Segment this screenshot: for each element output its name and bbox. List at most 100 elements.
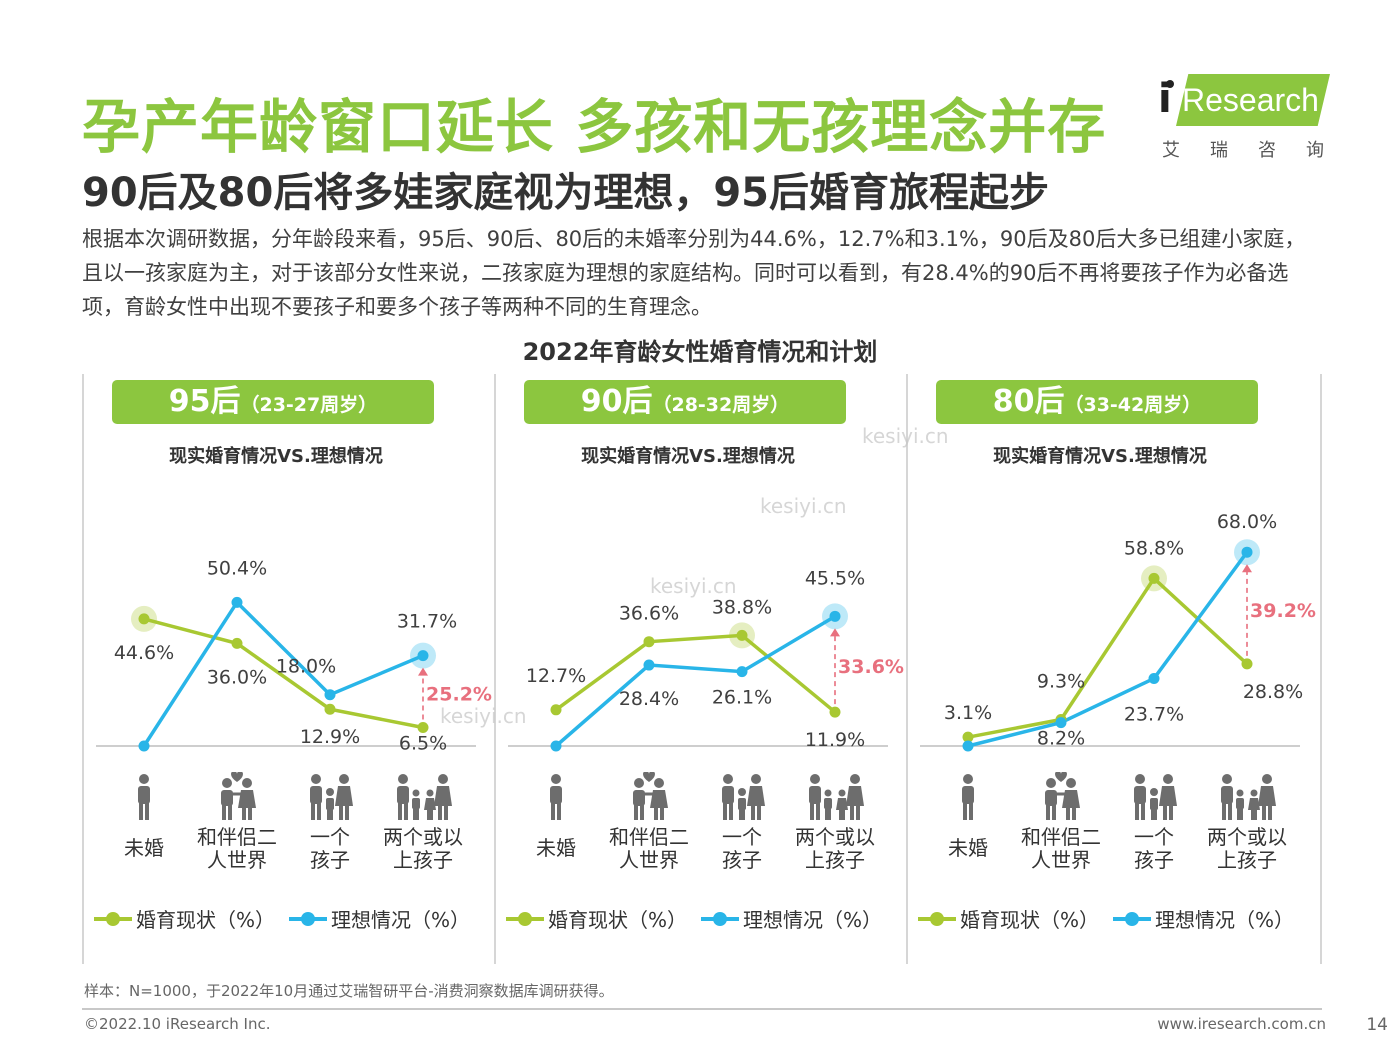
generation-label: 80后 bbox=[992, 384, 1065, 419]
value-label-current: 3.1% bbox=[944, 702, 992, 724]
panel-divider bbox=[494, 374, 496, 964]
value-label-ideal: 23.7% bbox=[1124, 703, 1184, 725]
data-point-current bbox=[1241, 658, 1253, 670]
value-label-current: 44.6% bbox=[114, 642, 174, 664]
value-label-ideal: 18.0% bbox=[276, 656, 336, 678]
value-label-ideal: 45.5% bbox=[805, 567, 865, 589]
data-point-ideal bbox=[829, 610, 841, 622]
data-point-ideal bbox=[324, 689, 336, 701]
gap-arrow-head bbox=[830, 628, 840, 637]
gap-arrow-head bbox=[418, 667, 428, 676]
gap-label: 25.2% bbox=[426, 684, 492, 706]
data-point-current bbox=[1148, 572, 1160, 584]
generation-pill: 80后（33-42周岁） bbox=[936, 380, 1258, 424]
value-label-ideal: 28.4% bbox=[619, 688, 679, 710]
line-chart: 39.2% 3.1% 9.3% 8.2% 58.8% 23.7% 28.8% 68.0% bbox=[920, 511, 1316, 752]
chart-legend: 婚育现状（%） 理想情况（%） bbox=[918, 904, 1298, 933]
couple-icon bbox=[619, 771, 679, 822]
series-line-current bbox=[967, 575, 1249, 739]
category-item: 一个 孩子 bbox=[1099, 772, 1209, 872]
category-label: 和伴侣二 人世界 bbox=[609, 825, 689, 872]
category-label: 和伴侣二 人世界 bbox=[1021, 825, 1101, 872]
value-label-ideal: 26.1% bbox=[712, 687, 772, 709]
legend-dot bbox=[301, 911, 316, 926]
gap-label: 39.2% bbox=[1250, 600, 1316, 622]
value-label-current: 58.8% bbox=[1124, 537, 1184, 559]
data-point-current bbox=[324, 703, 336, 715]
data-point-current bbox=[962, 731, 974, 743]
value-label-current: 28.8% bbox=[1243, 681, 1303, 703]
panel-divider bbox=[906, 374, 908, 964]
data-point-ideal bbox=[231, 596, 243, 608]
value-label-current: 6.5% bbox=[399, 732, 447, 754]
watermark: kesiyi.cn bbox=[650, 574, 737, 598]
category-item: 未婚 bbox=[89, 772, 199, 860]
value-label-ideal: 31.7% bbox=[397, 611, 457, 633]
data-point-ideal bbox=[1055, 717, 1067, 729]
panel-divider bbox=[1320, 374, 1322, 964]
chart-legend: 婚育现状（%） 理想情况（%） bbox=[506, 904, 886, 933]
generation-pill: 90后（28-32周岁） bbox=[524, 380, 846, 424]
data-point-current bbox=[138, 613, 150, 625]
category-item: 两个或以 上孩子 bbox=[368, 772, 478, 872]
legend-swatch bbox=[701, 911, 740, 926]
legend-label: 理想情况（%） bbox=[1155, 908, 1295, 932]
panel-1: 95后（23-27周岁） 现实婚育情况VS.理想情况 25.2% 44.6% 36.0%… bbox=[84, 374, 492, 964]
legend-label: 婚育现状（%） bbox=[960, 908, 1100, 932]
footer-divider bbox=[82, 1008, 1322, 1010]
page-subtitle: 90后及80后将多娃家庭视为理想，95后婚育旅程起步 bbox=[82, 170, 1049, 216]
family-two-children-icon bbox=[393, 772, 453, 822]
value-label-ideal: 8.2% bbox=[1037, 728, 1085, 750]
page-number: 14 bbox=[1366, 1015, 1388, 1035]
data-point-ideal bbox=[550, 740, 562, 752]
logo-cn: 艾瑞咨询 bbox=[1162, 140, 1354, 161]
legend-dot bbox=[518, 911, 532, 926]
page-title: 孕产年龄窗口延长 多孩和无孩理念并存 bbox=[82, 93, 1107, 161]
legend-item-ideal: 理想情况（%） bbox=[289, 904, 470, 933]
age-range-label: （23-27周岁） bbox=[240, 394, 378, 416]
legend-swatch bbox=[94, 911, 132, 926]
logo-band bbox=[1176, 74, 1330, 126]
generation-label: 90后 bbox=[580, 384, 653, 419]
value-label-current: 9.3% bbox=[1037, 670, 1085, 692]
gap-label: 33.6% bbox=[838, 656, 904, 678]
website-link[interactable]: www.iresearch.com.cn bbox=[1157, 1015, 1326, 1033]
generation-pill: 95后（23-27周岁） bbox=[112, 380, 434, 424]
category-label: 未婚 bbox=[124, 836, 164, 860]
logo-dot bbox=[1166, 80, 1174, 88]
line-chart: 25.2% 44.6% 36.0% 50.4% 12.9% 18.0% 6.5% 31.7% bbox=[96, 557, 492, 754]
series-line-ideal bbox=[967, 551, 1249, 748]
panel-3: 80后（33-42周岁） 现实婚育情况VS.理想情况 39.2% 3.1% 9.3% 8.… bbox=[908, 374, 1316, 964]
category-item: 两个或以 上孩子 bbox=[1192, 772, 1302, 872]
legend-label: 婚育现状（%） bbox=[136, 908, 276, 932]
value-label-ideal: 68.0% bbox=[1217, 511, 1277, 533]
legend-swatch bbox=[289, 911, 328, 926]
data-point-current bbox=[736, 629, 748, 641]
category-label: 两个或以 上孩子 bbox=[795, 825, 875, 872]
series-line-ideal bbox=[554, 614, 836, 748]
data-point-current bbox=[417, 721, 429, 733]
value-label-current: 36.6% bbox=[619, 603, 679, 625]
chart-title: 2022年育龄女性婚育情况和计划 bbox=[522, 338, 878, 366]
category-label: 一个 孩子 bbox=[1134, 825, 1174, 872]
line-chart: 33.6% 12.7% 36.6% 28.4% 38.8% 26.1% 11.9% 45.5% bbox=[508, 567, 904, 752]
panel-subtitle: 现实婚育情况VS.理想情况 bbox=[581, 446, 795, 467]
category-item: 和伴侣二 人世界 bbox=[594, 771, 704, 872]
single-person-icon bbox=[114, 772, 174, 822]
legend-swatch bbox=[1113, 911, 1152, 926]
data-point-current bbox=[231, 637, 243, 649]
category-item: 和伴侣二 人世界 bbox=[182, 771, 292, 872]
chart-legend: 婚育现状（%） 理想情况（%） bbox=[94, 904, 474, 933]
panel-subtitle: 现实婚育情况VS.理想情况 bbox=[169, 446, 383, 467]
logo-text: Research bbox=[1182, 82, 1319, 118]
intro-paragraph: 根据本次调研数据，分年龄段来看，95后、90后、80后的未婚率分别为44.6%，… bbox=[82, 227, 1306, 319]
single-person-icon bbox=[526, 772, 586, 822]
legend-item-ideal: 理想情况（%） bbox=[701, 904, 882, 933]
data-point-ideal bbox=[736, 666, 748, 678]
family-two-children-icon bbox=[1217, 772, 1277, 822]
legend-item-current: 婚育现状（%） bbox=[506, 904, 687, 933]
copyright: ©2022.10 iResearch Inc. bbox=[84, 1015, 271, 1033]
sample-note: 样本：N=1000，于2022年10月通过艾瑞智研平台-消费洞察数据库调研获得。 bbox=[84, 982, 614, 1000]
age-range-label: （33-42周岁） bbox=[1064, 394, 1202, 416]
category-item: 两个或以 上孩子 bbox=[780, 772, 890, 872]
